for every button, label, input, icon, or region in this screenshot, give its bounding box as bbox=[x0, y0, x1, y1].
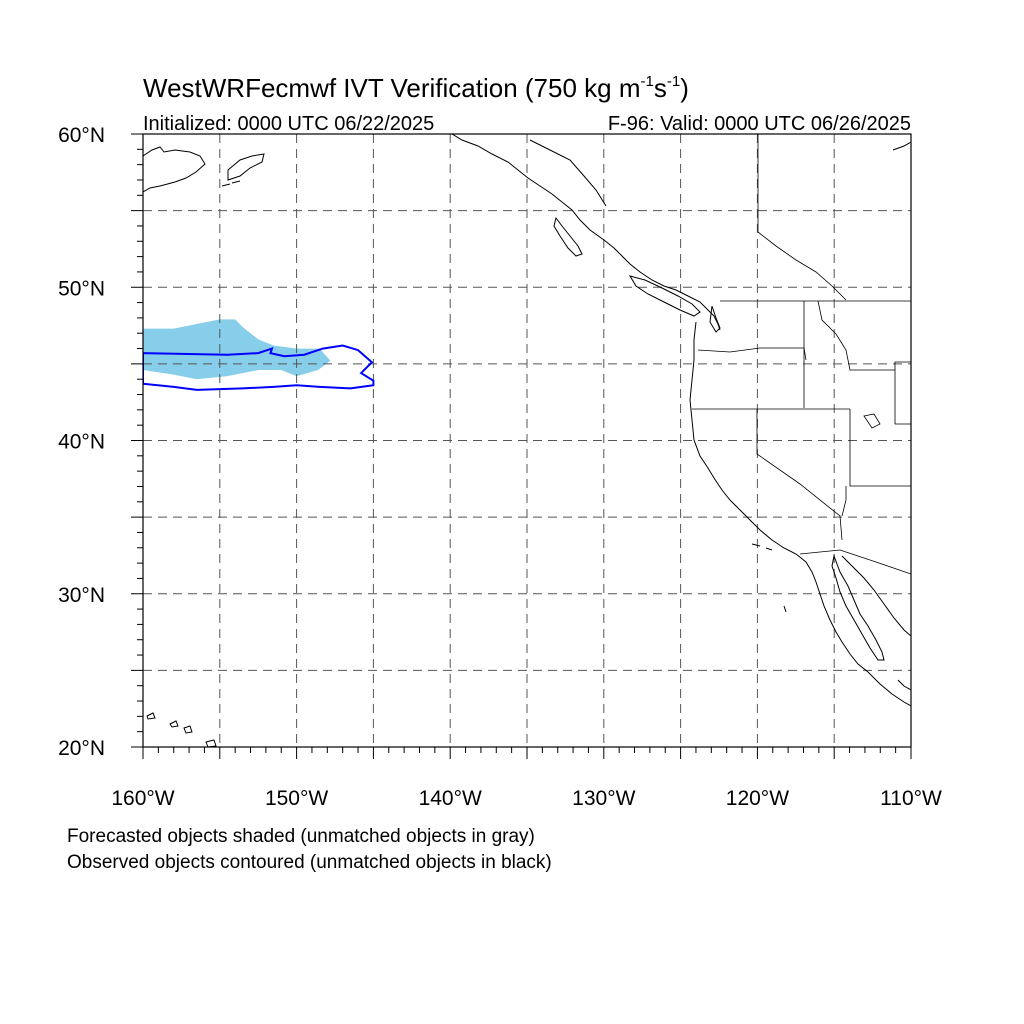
hawaii-islands bbox=[146, 712, 217, 747]
bc-coast bbox=[451, 134, 721, 331]
x-tick-label: 150°W bbox=[265, 787, 328, 810]
grid-lines bbox=[143, 134, 911, 747]
channel-islands bbox=[751, 543, 787, 613]
great-salt-lake bbox=[863, 413, 881, 429]
observed-object-contour bbox=[143, 344, 375, 391]
map-frame bbox=[131, 133, 912, 759]
nv-ut-border bbox=[849, 409, 911, 487]
us-mexico-border bbox=[799, 549, 911, 575]
id-mt-border bbox=[817, 300, 895, 371]
puget-sound bbox=[709, 305, 721, 333]
bc-alberta-border bbox=[757, 134, 847, 301]
x-tick-label: 120°W bbox=[726, 787, 789, 810]
ca-nv-border bbox=[756, 409, 843, 541]
y-tick-label: 50°N bbox=[58, 277, 105, 300]
y-tick-label: 30°N bbox=[58, 584, 105, 607]
political-boundaries bbox=[692, 134, 911, 575]
alaska-islands bbox=[221, 180, 241, 187]
haida-gwaii bbox=[553, 216, 583, 257]
baja-peninsula bbox=[831, 554, 885, 661]
x-tick-label: 160°W bbox=[111, 787, 174, 810]
y-axis-labels: 60°N 50°N 40°N 30°N 20°N bbox=[58, 124, 105, 760]
y-tick-label: 40°N bbox=[58, 431, 105, 454]
x-tick-label: 130°W bbox=[572, 787, 635, 810]
vancouver-island bbox=[628, 275, 701, 317]
forecast-object-shade bbox=[143, 319, 331, 380]
x-tick-label: 140°W bbox=[419, 787, 482, 810]
axis-ticks bbox=[131, 133, 912, 759]
y-tick-label: 60°N bbox=[58, 124, 105, 147]
alaska-panhandle-border bbox=[529, 139, 607, 207]
y-tick-label: 20°N bbox=[58, 737, 105, 760]
gulf-of-california-coast bbox=[841, 555, 911, 637]
valid-time: F-96: Valid: 0000 UTC 06/26/2025 bbox=[608, 113, 911, 135]
west-coast bbox=[689, 321, 911, 707]
nw-corner-coast bbox=[892, 141, 911, 151]
x-tick-label: 110°W bbox=[880, 787, 942, 810]
map-title: WestWRFecmwf IVT Verification (750 kg m-… bbox=[143, 73, 689, 103]
wa-or-border bbox=[697, 347, 807, 361]
x-axis-labels: 160°W 150°W 140°W 130°W 120°W 110°W bbox=[111, 787, 942, 810]
initialized-time: Initialized: 0000 UTC 06/22/2025 bbox=[143, 113, 434, 135]
legend-observed-note: Observed objects contoured (unmatched ob… bbox=[67, 852, 552, 873]
coastlines bbox=[143, 134, 911, 747]
legend-forecast-note: Forecasted objects shaded (unmatched obj… bbox=[67, 826, 535, 847]
wy-border bbox=[894, 361, 911, 425]
az-border bbox=[841, 486, 847, 517]
alaska-peninsula-coast bbox=[143, 146, 206, 193]
kodiak-coast bbox=[227, 153, 265, 181]
mexico-coast-south bbox=[897, 679, 911, 691]
